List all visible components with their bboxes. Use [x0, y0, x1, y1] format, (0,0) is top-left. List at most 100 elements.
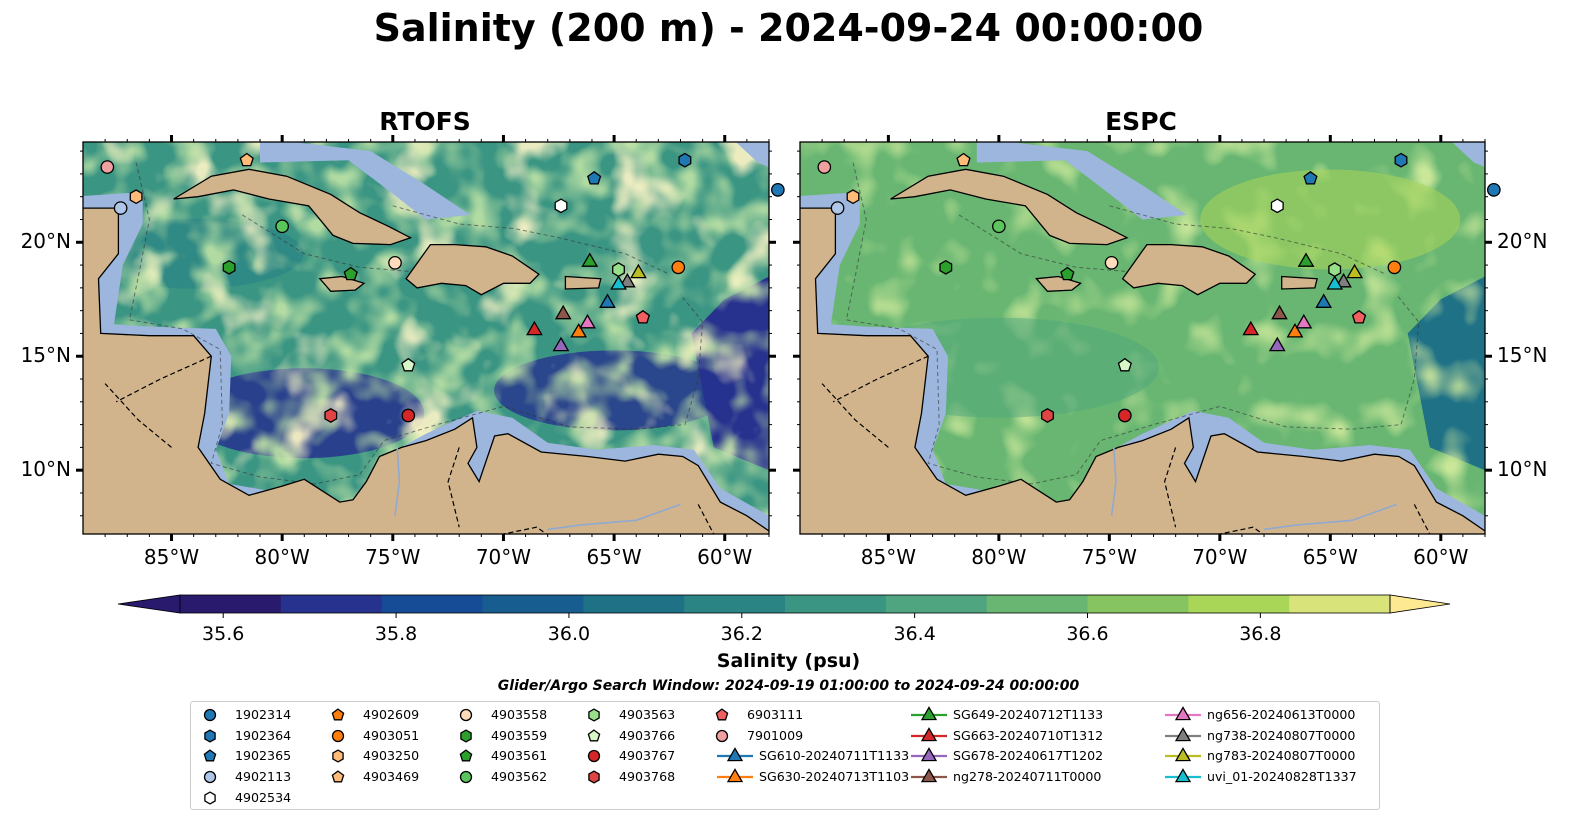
espc-border — [1413, 504, 1431, 534]
panel-title-rtofs: RTOFS — [379, 107, 471, 136]
legend-triangle — [920, 706, 938, 721]
legend-label: ng656-20240613T0000 — [1207, 707, 1356, 722]
marker-4903768 — [1041, 408, 1054, 423]
legend-label: 4903558 — [491, 707, 548, 722]
marker-4903563 — [612, 262, 625, 278]
colorbar-tick-label: 36.4 — [893, 623, 936, 645]
colorbar-tick-label: 36.8 — [1239, 623, 1282, 645]
legend-marker — [587, 728, 601, 742]
legend-triangle — [920, 768, 938, 783]
marker-ng738-20240807T0000 — [618, 272, 636, 288]
lon-tick-label: 65°W — [1302, 545, 1358, 569]
colorbar-tick-label: 35.6 — [202, 623, 245, 645]
colorbar-bin — [1188, 595, 1290, 613]
marker-4903469 — [239, 152, 254, 167]
marker-SG663-20240710T1312 — [1242, 320, 1260, 336]
marker-4903051 — [671, 260, 686, 275]
espc-river — [1110, 447, 1117, 516]
legend-label: 1902364 — [235, 727, 292, 743]
espc-border — [821, 383, 889, 448]
colorbar-bin — [280, 595, 383, 613]
marker-4903051 — [1387, 260, 1402, 275]
rtofs-river — [394, 447, 401, 516]
legend-marker — [203, 749, 217, 762]
legend-marker — [459, 749, 473, 762]
lat-tick-label: 15°N — [20, 343, 71, 368]
marker-SG649-20240712T1133 — [581, 252, 599, 267]
marker-4903768 — [324, 408, 338, 423]
rtofs-shelf — [260, 142, 471, 220]
colorbar-frame — [179, 594, 1391, 614]
rtofs-border — [447, 447, 460, 528]
legend-triangle — [726, 747, 744, 762]
marker-4902534 — [1270, 198, 1284, 214]
marker-SG678-20240617T1202 — [1268, 336, 1286, 352]
marker-SG649-20240712T1133 — [1297, 252, 1315, 267]
lon-tick-label: 75°W — [1081, 545, 1137, 569]
search-window-caption: Glider/Argo Search Window: 2024-09-19 01… — [497, 678, 1080, 694]
colorbar-tick-label: 35.8 — [374, 623, 418, 645]
lat-tick-label: 10°N — [20, 457, 71, 482]
espc-map — [793, 135, 1501, 541]
espc-land-centam — [800, 207, 1485, 534]
legend-label: 4903561 — [491, 748, 548, 764]
legend-marker — [911, 768, 947, 783]
rtofs-land-cuba — [173, 168, 413, 246]
legend-marker — [1165, 768, 1201, 783]
marker-SG610-20240711T1133 — [599, 293, 616, 308]
rtofs-river — [547, 503, 681, 531]
legend-label: 6903111 — [747, 707, 804, 722]
marker-4903558 — [388, 255, 402, 270]
rtofs-isobath — [392, 205, 670, 275]
marker-4903767 — [1117, 408, 1132, 423]
legend-triangle — [1174, 706, 1192, 721]
legend-marker — [204, 791, 216, 805]
lon-tick-label: 85°W — [860, 545, 916, 569]
marker-SG678-20240617T1202 — [552, 336, 570, 352]
legend-label: 4902113 — [235, 769, 292, 785]
espc-border — [1163, 447, 1177, 528]
rtofs-land-centam — [83, 207, 769, 534]
map-panels — [76, 135, 1501, 541]
lat-tick-label: 20°N — [1497, 229, 1548, 254]
legend-label: 4903562 — [491, 769, 548, 785]
legend-hexagon — [204, 729, 216, 743]
marker-4903766 — [1117, 357, 1132, 372]
legend-triangle — [1174, 768, 1192, 783]
colorbar-extend-low — [117, 594, 181, 614]
legend-pentagon — [203, 749, 217, 762]
legend-marker — [588, 770, 600, 784]
legend-marker — [203, 770, 217, 784]
legend-triangle — [726, 768, 744, 783]
marker-ng738-20240807T0000 — [1335, 272, 1352, 288]
colorbar-bin — [180, 595, 282, 613]
legend-circle — [203, 708, 217, 722]
marker-4902113 — [113, 201, 128, 215]
legend-marker — [1165, 706, 1201, 721]
legend-marker — [459, 708, 473, 722]
marker-SG610-20240711T1133 — [1315, 293, 1333, 308]
espc-border — [832, 355, 929, 403]
colorbar-bin — [785, 595, 887, 613]
marker-4903561 — [343, 266, 358, 281]
marker-6903111 — [635, 309, 650, 324]
marker-SG630-20240713T1103 — [570, 322, 588, 338]
legend-marker — [332, 749, 344, 764]
colorbar-extend-high — [1389, 594, 1451, 614]
colorbar-bin — [986, 595, 1088, 613]
marker-uvi_01-20240828T1337 — [1326, 275, 1344, 290]
rtofs-map — [76, 135, 785, 541]
marker-1902314 — [1486, 183, 1501, 197]
legend-marker — [587, 750, 601, 763]
lon-tick-label: 85°W — [143, 545, 200, 569]
rtofs-shelf — [735, 142, 769, 168]
espc-isobath — [958, 214, 1132, 273]
rtofs-frame — [82, 141, 770, 535]
figure-title: Salinity (200 m) - 2024-09-24 00:00:00 — [373, 6, 1204, 50]
marker-4903562 — [992, 219, 1006, 234]
colorbar-tick-label: 36.2 — [720, 623, 763, 645]
espc-land-cuba — [890, 168, 1129, 246]
legend-marker — [715, 729, 729, 742]
marker-4903250 — [129, 189, 143, 205]
rtofs-isobath — [128, 162, 704, 485]
